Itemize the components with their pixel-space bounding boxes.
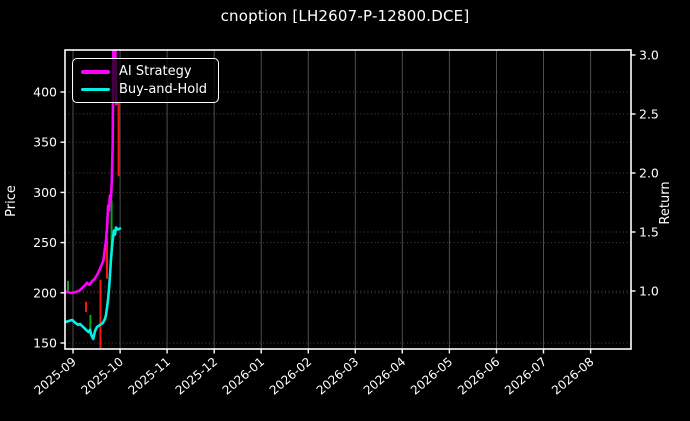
- price-tick-label: 200: [33, 285, 57, 300]
- x-tick-label: 2026-05: [408, 355, 455, 398]
- candles: [67, 102, 120, 348]
- legend-label-ai-strategy: AI Strategy: [119, 64, 192, 80]
- legend: AI Strategy Buy-and-Hold: [72, 58, 219, 103]
- x-tick-label: 2026-04: [361, 355, 408, 398]
- chart-title: cnoption [LH2607-P-12800.DCE]: [220, 7, 470, 25]
- return-axis-label: Return: [658, 181, 673, 224]
- return-tick-labels: 3.0 2.5 2.0 1.5 1.0: [639, 48, 659, 299]
- price-tick-label: 350: [33, 135, 57, 150]
- price-tick-label: 400: [33, 85, 57, 100]
- vertical-gridlines: [72, 50, 592, 349]
- legend-label-buy-and-hold: Buy-and-Hold: [119, 81, 208, 97]
- x-tick-label: 2025-09: [32, 355, 79, 398]
- buy-and-hold-line-swatch: [81, 87, 110, 91]
- x-tick-label: 2026-08: [549, 355, 596, 398]
- price-tick-label: 250: [33, 235, 57, 250]
- x-tick-label: 2026-06: [455, 355, 502, 398]
- x-tick-label: 2026-02: [267, 355, 314, 398]
- x-tick-label: 2026-07: [502, 355, 549, 398]
- axis-ticks: [60, 54, 636, 354]
- ai-strategy-line-swatch: [81, 70, 110, 74]
- x-tick-label: 2025-12: [173, 355, 220, 398]
- legend-item-ai-strategy: AI Strategy: [81, 65, 210, 78]
- return-tick-label: 1.0: [639, 284, 659, 299]
- x-tick-label: 2025-11: [126, 355, 173, 398]
- legend-item-buy-and-hold: Buy-and-Hold: [81, 83, 210, 96]
- plot-border: [64, 49, 632, 350]
- price-axis-label: Price: [4, 185, 19, 217]
- price-tick-label: 150: [33, 336, 57, 351]
- return-tick-label: 3.0: [639, 48, 659, 63]
- return-tick-label: 2.5: [639, 107, 659, 122]
- price-tick-labels: 400 350 300 250 200 150: [33, 85, 57, 351]
- x-tick-label: 2025-10: [79, 355, 126, 398]
- x-tick-labels: 2025-09 2025-10 2025-11 2025-12 2026-01 2026-…: [32, 355, 597, 398]
- horizontal-gridlines: [65, 91, 631, 344]
- return-tick-label: 1.5: [639, 225, 659, 240]
- x-tick-label: 2026-03: [314, 355, 361, 398]
- series-buy-and-hold: [64, 226, 122, 341]
- series-ai-strategy: [64, 49, 118, 295]
- x-tick-label: 2026-01: [220, 355, 267, 398]
- return-tick-label: 2.0: [639, 166, 659, 181]
- price-tick-label: 300: [33, 185, 57, 200]
